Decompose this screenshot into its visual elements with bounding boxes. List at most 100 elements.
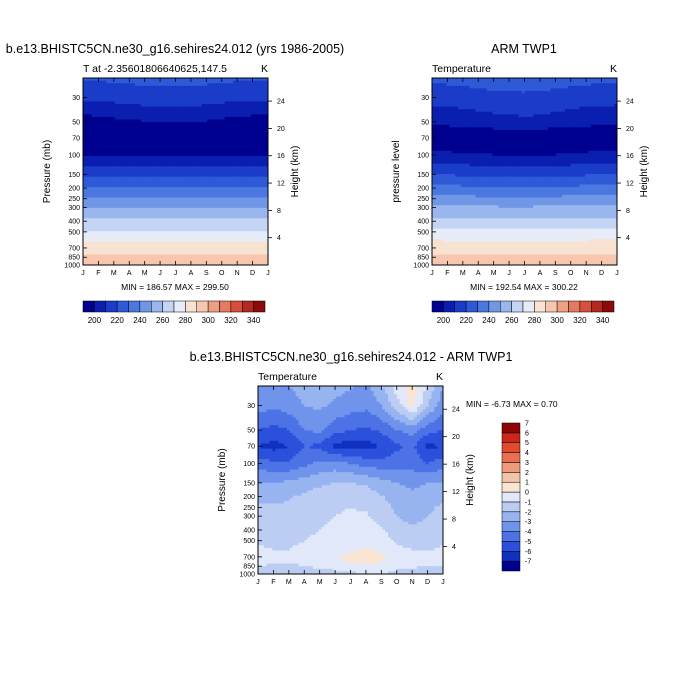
contour-cell [85,246,90,251]
contour-cell [175,254,179,258]
contour-cell [129,202,133,206]
contour-cell [140,98,145,102]
contour-cell [161,166,165,170]
contour-cell [495,78,500,82]
contour-cell [129,80,133,84]
contour-cell [166,168,171,173]
contour-cell [175,189,179,193]
contour-cell [250,153,255,157]
contour-cell [227,127,232,131]
contour-cell [213,168,217,173]
contour-cell [83,116,87,121]
contour-cell [109,179,113,183]
contour-cell [163,241,168,245]
contour-cell [83,168,87,173]
contour-cell [94,116,99,121]
x-tick-label: D [250,270,255,277]
contour-cell [94,140,99,144]
contour-cell [210,215,214,219]
contour-cell [233,231,237,235]
contour-cell [94,194,99,199]
contour-cell [195,140,200,144]
contour-cell [198,244,203,248]
contour-cell [486,85,491,89]
contour-cell [137,246,142,251]
contour-cell [265,148,268,152]
contour-cell [224,111,229,115]
contour-cell [184,150,188,154]
contour-cell [247,145,252,149]
contour-cell [181,176,185,180]
contour-cell [152,150,156,154]
contour-cell [103,252,107,256]
contour-cell [132,174,136,178]
contour-cell [103,166,107,170]
contour-cell [210,127,214,131]
contour-cell [149,116,153,121]
contour-cell [187,194,191,199]
contour-cell [137,202,142,206]
contour-cell [146,153,151,157]
contour-cell [83,192,87,196]
contour-cell [224,262,229,265]
contour-cell [163,174,168,178]
contour-cell [544,80,549,84]
contour-cell [204,142,208,147]
contour-cell [126,262,130,265]
contour-cell [181,246,185,251]
contour-cell [140,246,145,251]
contour-cell [135,213,139,217]
contour-cell [111,85,116,89]
contour-cell [85,262,90,265]
contour-cell [210,252,214,256]
contour-cell [123,90,127,95]
contour-cell [137,78,142,82]
contour-cell [100,109,104,113]
y2-tick-label: 16 [277,153,285,160]
contour-cell [109,129,113,134]
contour-cell [201,189,206,193]
contour-cell [184,85,188,89]
contour-cell [100,124,104,128]
contour-cell [117,213,122,217]
contour-cell [192,158,197,162]
contour-cell [152,262,156,265]
contour-cell [146,166,151,170]
contour-cell [126,228,130,232]
contour-cell [149,249,153,253]
contour-cell [207,236,211,240]
contour-cell [172,96,177,100]
contour-cell [210,236,214,240]
contour-cell [161,98,165,102]
contour-cell [218,93,223,97]
contour-cell [178,78,182,82]
contour-cell [213,114,217,118]
contour-cell [256,155,260,160]
contour-cell [132,262,136,265]
contour-cell [135,184,139,188]
contour-cell [129,187,133,191]
contour-cell [169,142,174,147]
contour-cell [100,90,104,95]
contour-cell [218,153,223,157]
contour-cell [218,231,223,235]
contour-cell [172,145,177,149]
contour-cell [602,83,607,87]
contour-cell [146,233,151,238]
contour-cell [91,132,96,136]
contour-cell [187,109,191,113]
contour-cell [175,148,179,152]
contour-cell [221,228,226,232]
contour-cell [166,135,171,139]
contour-cell [140,161,145,165]
contour-cell [132,241,136,245]
contour-cell [175,241,179,245]
contour-cell [152,249,156,253]
contour-cell [244,231,249,235]
contour-cell [172,239,177,243]
contour-cell [224,223,229,227]
contour-cell [161,220,165,225]
contour-cell [103,207,107,212]
contour-cell [91,153,96,157]
contour-cell [158,137,162,141]
